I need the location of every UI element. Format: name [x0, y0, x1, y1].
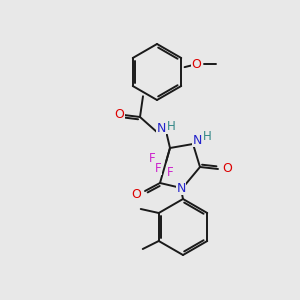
Text: N: N [176, 182, 186, 194]
Text: F: F [155, 161, 161, 175]
Text: N: N [192, 134, 202, 146]
Text: F: F [149, 152, 155, 164]
Text: O: O [131, 188, 141, 202]
Text: O: O [222, 161, 232, 175]
Text: F: F [167, 166, 173, 178]
Text: O: O [114, 109, 124, 122]
Text: H: H [202, 130, 211, 143]
Text: O: O [192, 58, 202, 70]
Text: H: H [167, 121, 176, 134]
Text: N: N [156, 122, 166, 136]
